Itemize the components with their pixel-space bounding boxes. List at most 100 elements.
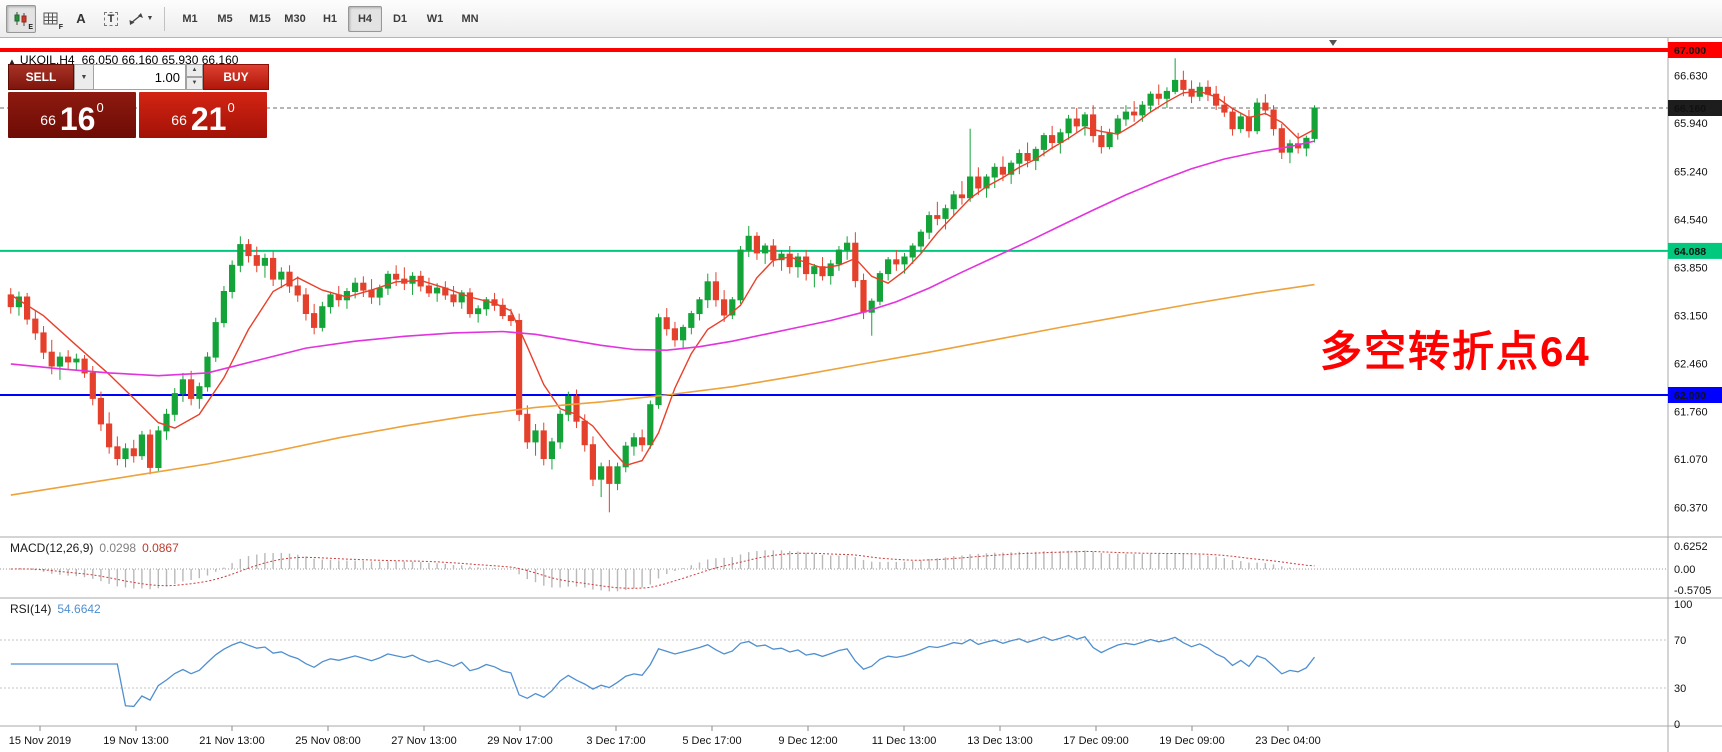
svg-text:19 Nov 13:00: 19 Nov 13:00	[103, 735, 168, 747]
svg-text:30: 30	[1674, 683, 1686, 695]
price-badge	[1668, 42, 1722, 58]
svg-text:19 Dec 09:00: 19 Dec 09:00	[1159, 735, 1224, 747]
svg-text:0.00: 0.00	[1674, 564, 1695, 576]
macd-label: MACD(12,26,9) 0.0298 0.0867	[10, 541, 179, 555]
chevron-down-icon: ▼	[146, 15, 154, 22]
macd-main-value: 0.0298	[99, 541, 137, 555]
svg-text:67.000: 67.000	[1674, 45, 1706, 57]
svg-text:17 Dec 09:00: 17 Dec 09:00	[1063, 735, 1128, 747]
macd-signal-value: 0.0867	[142, 541, 179, 555]
ask-pipette: 0	[227, 100, 235, 115]
cursor-arrows-icon	[129, 12, 143, 25]
price-tick: 62.460	[1674, 358, 1708, 370]
ma-fast-line	[10, 90, 1315, 467]
grid-tool-button[interactable]: F	[36, 5, 66, 33]
bid-pipette: 0	[96, 100, 104, 115]
svg-text:25 Nov 08:00: 25 Nov 08:00	[295, 735, 360, 747]
svg-text:15 Nov 2019: 15 Nov 2019	[9, 735, 71, 747]
candlestick-chart-tool-button[interactable]: E	[6, 4, 36, 33]
svg-text:0: 0	[1674, 719, 1680, 731]
chevron-down-icon: ▼	[80, 73, 88, 81]
price-tick: 61.070	[1674, 454, 1708, 466]
text-tool-icon: A	[76, 11, 86, 26]
volume-input[interactable]	[94, 64, 186, 90]
text-tool-button[interactable]: A	[66, 5, 96, 33]
chart-text-annotation: 多空转折点64	[1320, 328, 1591, 375]
timeframe-m30[interactable]: M30	[278, 6, 312, 32]
ohlc-values: 66.050 66.160 65.930 66.160	[81, 53, 239, 67]
svg-text:21 Nov 13:00: 21 Nov 13:00	[199, 735, 264, 747]
toolbar: E F A T ▼ M1	[0, 0, 1722, 38]
timeframe-h1[interactable]: H1	[313, 6, 347, 32]
grid-tool-badge: F	[58, 23, 63, 31]
toolbar-separator	[164, 6, 165, 31]
timeframe-m5[interactable]: M5	[208, 6, 242, 32]
svg-text:66.160: 66.160	[1674, 103, 1706, 115]
chart-title: ▲ UKOIL,H4 66.050 66.160 65.930 66.160	[8, 53, 238, 67]
rsi-pane: 100 70 30 0	[0, 599, 1692, 731]
svg-text:5 Dec 17:00: 5 Dec 17:00	[682, 735, 741, 747]
grid-icon	[43, 12, 58, 24]
svg-text:9 Dec 12:00: 9 Dec 12:00	[778, 735, 837, 747]
ma-mid-line	[10, 140, 1315, 377]
price-axis: 66.630 65.940 65.240 64.540 63.850 63.150 62.4…	[1668, 42, 1722, 515]
price-tick: 60.370	[1674, 503, 1708, 515]
timeframe-mn[interactable]: MN	[453, 6, 487, 32]
time-axis: 15 Nov 2019 19 Nov 13:00 21 Nov 13:00 25 No…	[9, 726, 1321, 747]
svg-text:23 Dec 04:00: 23 Dec 04:00	[1255, 735, 1320, 747]
price-badge	[1668, 100, 1722, 116]
chart-canvas[interactable]: 66.630 65.940 65.240 64.540 63.850 63.150 62.4…	[0, 38, 1722, 752]
order-row: SELL ▼ ▲ ▼ BUY	[8, 64, 269, 90]
candles-layer	[7, 58, 1318, 513]
macd-signal-line	[10, 550, 1315, 589]
timeframe-m15[interactable]: M15	[243, 6, 277, 32]
svg-text:-0.5705: -0.5705	[1674, 585, 1711, 597]
textbox-tool-icon: T	[103, 11, 119, 26]
ask-price-box[interactable]: 66 21 0	[139, 92, 267, 138]
ask-pips: 21	[190, 100, 227, 137]
sell-button[interactable]: SELL	[8, 64, 74, 90]
svg-text:11 Dec 13:00: 11 Dec 13:00	[872, 735, 937, 747]
rsi-value: 54.6642	[57, 602, 101, 616]
price-badge	[1668, 242, 1722, 259]
price-tick: 63.150	[1674, 311, 1708, 323]
level-lines	[0, 48, 1668, 396]
svg-text:64.088: 64.088	[1674, 246, 1706, 258]
quote-row: 66 16 0 66 21 0	[8, 92, 269, 138]
svg-text:29 Nov 17:00: 29 Nov 17:00	[487, 735, 552, 747]
volume-increment-button[interactable]: ▲	[186, 64, 203, 77]
shift-marker	[1329, 40, 1337, 46]
volume-dropdown-button[interactable]: ▼	[74, 64, 94, 90]
rsi-label: RSI(14) 54.6642	[10, 602, 101, 616]
svg-text:70: 70	[1674, 635, 1686, 647]
timeframe-h4[interactable]: H4	[348, 5, 382, 32]
svg-text:27 Nov 13:00: 27 Nov 13:00	[391, 735, 456, 747]
volume-decrement-button[interactable]: ▼	[186, 77, 203, 90]
chevron-up-icon: ▲	[191, 67, 198, 73]
buy-button[interactable]: BUY	[203, 64, 269, 90]
svg-text:13 Dec 13:00: 13 Dec 13:00	[967, 735, 1032, 747]
price-tick: 61.760	[1674, 407, 1708, 419]
price-tick: 66.630	[1674, 71, 1708, 83]
macd-name: MACD(12,26,9)	[10, 541, 94, 555]
candlestick-chart-icon	[14, 11, 27, 26]
cursor-tool-button[interactable]: ▼	[126, 5, 156, 33]
chart-tool-badge: E	[28, 23, 33, 31]
ask-whole: 66	[171, 112, 187, 128]
timeframe-group: M1 M5 M15 M30 H1 H4 D1 W1 MN	[173, 5, 487, 32]
chevron-down-icon: ▼	[191, 80, 198, 86]
bid-pips: 16	[59, 100, 96, 137]
price-tick: 65.940	[1674, 118, 1708, 130]
timeframe-w1[interactable]: W1	[418, 6, 452, 32]
svg-text:100: 100	[1674, 599, 1692, 611]
symbol-label: UKOIL,H4	[19, 53, 75, 67]
timeframe-m1[interactable]: M1	[173, 6, 207, 32]
textbox-tool-button[interactable]: T	[96, 5, 126, 33]
rsi-name: RSI(14)	[10, 602, 52, 616]
bid-price-box[interactable]: 66 16 0	[8, 92, 136, 138]
price-tick: 64.540	[1674, 215, 1708, 227]
panel-toggle-icon[interactable]: ▲	[8, 57, 16, 66]
timeframe-d1[interactable]: D1	[383, 6, 417, 32]
